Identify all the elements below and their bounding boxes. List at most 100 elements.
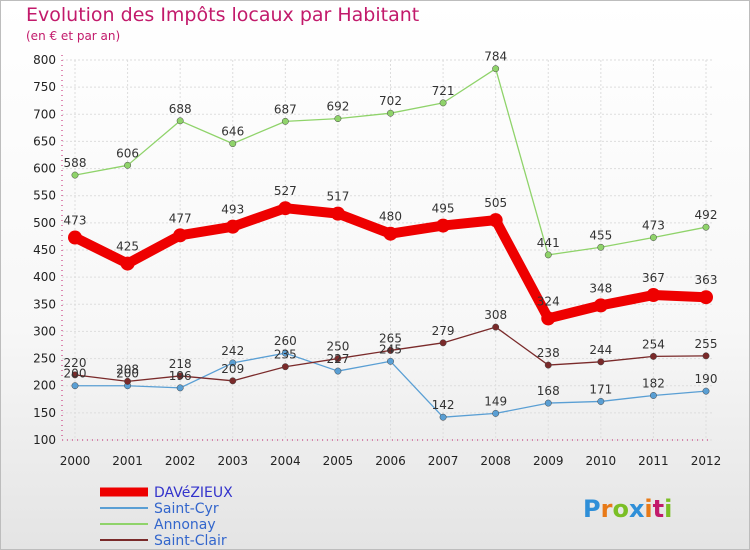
data-label: 209 (221, 362, 244, 376)
data-point (173, 228, 188, 243)
data-label: 242 (221, 344, 244, 358)
data-point (702, 352, 710, 360)
y-tick-label: 150 (33, 406, 56, 420)
data-point (71, 382, 79, 390)
x-tick-label: 2003 (217, 454, 248, 468)
data-label: 196 (169, 369, 192, 383)
data-label: 687 (274, 102, 297, 116)
data-label: 171 (589, 382, 612, 396)
data-label: 190 (695, 372, 718, 386)
data-label: 588 (64, 156, 87, 170)
data-label: 688 (169, 102, 192, 116)
data-label: 244 (589, 343, 612, 357)
data-point (488, 213, 503, 228)
data-label: 721 (432, 84, 455, 98)
data-label: 702 (379, 94, 402, 108)
y-tick-label: 750 (33, 80, 56, 94)
data-point (387, 109, 394, 117)
data-label: 245 (379, 342, 402, 356)
data-point (646, 288, 661, 303)
data-point (702, 223, 710, 231)
data-point (281, 363, 289, 371)
data-point (120, 256, 135, 271)
y-tick-label: 650 (33, 134, 56, 148)
y-tick-label: 800 (33, 53, 56, 67)
data-label: 200 (64, 367, 87, 381)
data-label: 208 (116, 362, 139, 376)
data-point (124, 161, 132, 169)
series-layer (68, 65, 713, 421)
data-label: 492 (695, 208, 718, 222)
x-tick-label: 2010 (586, 454, 617, 468)
y-tick-label: 250 (33, 352, 56, 366)
legend-label: Saint-Clair (154, 533, 227, 549)
logo-letter: o (612, 495, 629, 523)
data-label: 238 (537, 346, 560, 360)
data-point (649, 352, 657, 360)
data-point (492, 409, 500, 417)
data-point (702, 387, 710, 395)
data-label: 493 (221, 203, 244, 217)
data-label: 363 (695, 273, 718, 287)
data-label: 517 (326, 190, 349, 204)
data-point (492, 323, 500, 331)
x-tick-label: 2004 (270, 454, 301, 468)
y-tick-label: 200 (33, 379, 56, 393)
logo-letter: P (583, 495, 601, 523)
y-tick-label: 700 (33, 107, 56, 121)
y-tick-label: 350 (33, 297, 56, 311)
data-label: 425 (116, 240, 139, 254)
data-label: 260 (274, 334, 297, 348)
data-point (334, 115, 342, 123)
data-label: 200 (116, 367, 139, 381)
x-tick-label: 2006 (375, 454, 406, 468)
data-label: 646 (221, 125, 244, 139)
data-point (436, 218, 451, 233)
data-point (281, 117, 289, 125)
data-point (593, 298, 608, 313)
data-point (229, 140, 237, 148)
logo-letter: r (601, 495, 613, 523)
data-point (699, 290, 713, 305)
data-label: 480 (379, 210, 402, 224)
data-label: 218 (169, 357, 192, 371)
data-point (176, 372, 184, 380)
data-label: 142 (432, 398, 455, 412)
data-point (387, 357, 394, 365)
data-point (281, 349, 289, 357)
data-label: 220 (64, 356, 87, 370)
proxiti-logo: Proxiti (583, 495, 672, 523)
data-point (544, 361, 552, 369)
data-label: 149 (484, 394, 507, 408)
data-label: 473 (64, 214, 87, 228)
x-tick-label: 2000 (60, 454, 91, 468)
logo-letter: x (629, 495, 645, 523)
data-label: 495 (432, 202, 455, 216)
y-tick-label: 100 (33, 433, 56, 447)
data-point (541, 311, 556, 326)
data-label: 250 (326, 340, 349, 354)
x-tick-label: 2005 (323, 454, 354, 468)
data-label: 235 (274, 348, 297, 362)
legend-label: Saint-Cyr (154, 501, 219, 517)
data-point (229, 377, 237, 385)
data-label: 473 (642, 219, 665, 233)
data-point (387, 346, 394, 354)
x-tick-label: 2012 (691, 454, 722, 468)
data-point (176, 384, 184, 392)
data-label: 527 (274, 184, 297, 198)
data-point (544, 251, 552, 259)
data-label: 692 (326, 100, 349, 114)
data-point (439, 339, 447, 347)
data-label: 227 (326, 352, 349, 366)
data-point (492, 65, 500, 73)
data-point (383, 226, 398, 241)
x-tick-label: 2011 (638, 454, 669, 468)
legend-label: Annonay (154, 517, 216, 533)
data-label: 477 (169, 211, 192, 225)
data-label: 367 (642, 271, 665, 285)
data-label: 455 (589, 228, 612, 242)
